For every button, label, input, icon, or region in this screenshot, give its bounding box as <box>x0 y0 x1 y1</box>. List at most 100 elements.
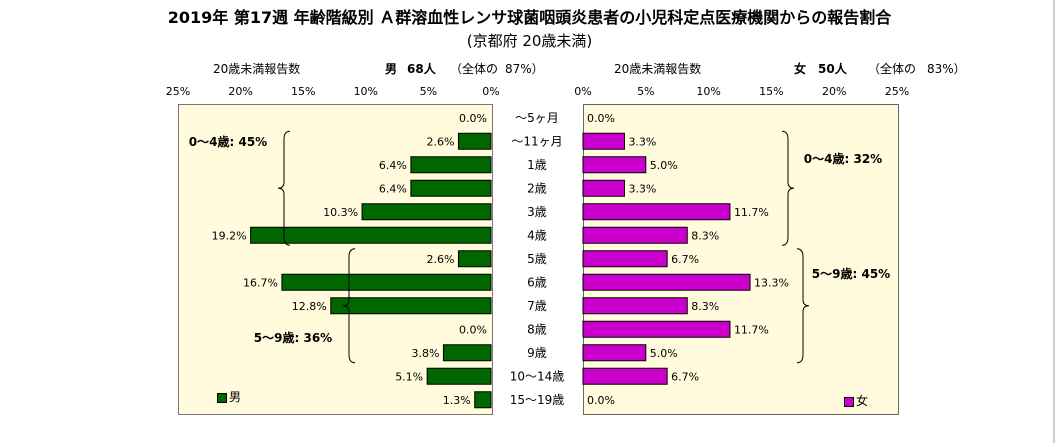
category-label: 1歳 <box>527 158 547 172</box>
male-legend-swatch <box>217 392 227 403</box>
female-bar <box>582 203 731 221</box>
female-data-label: 0.0% <box>587 394 615 407</box>
left-axis-tick: 15% <box>291 85 315 98</box>
male-data-label: 6.4% <box>379 159 407 172</box>
male-bar <box>330 297 492 315</box>
male-bar <box>410 179 492 197</box>
category-label: 8歳 <box>527 322 547 336</box>
female-bar <box>582 320 731 338</box>
right-header-ratio-value: 83%） <box>927 62 966 76</box>
male-5-9-annotation: 5～9歳: 36% <box>254 330 332 345</box>
left-header-ratio-value: 87%） <box>505 62 544 76</box>
right-axis-tick: 0% <box>574 85 591 98</box>
male-data-label: 6.4% <box>379 182 407 195</box>
right-axis-tick: 25% <box>885 85 909 98</box>
male-bar <box>457 250 492 268</box>
female-data-label: 11.7% <box>734 323 769 336</box>
male-bar <box>474 391 492 409</box>
male-bar <box>250 226 492 244</box>
left-axis-tick: 5% <box>420 85 437 98</box>
female-0-4-annotation: 0～4歳: 32% <box>804 151 882 166</box>
category-label: 6歳 <box>527 275 547 289</box>
category-label: 5歳 <box>527 252 547 266</box>
category-label: ～11ヶ月 <box>511 134 562 148</box>
female-data-label: 3.3% <box>628 182 656 195</box>
left-axis-tick: 20% <box>228 85 252 98</box>
male-data-label: 12.8% <box>292 300 327 313</box>
male-data-label: 16.7% <box>243 276 278 289</box>
female-data-label: 6.7% <box>671 253 699 266</box>
category-label: 10～14歳 <box>510 369 565 383</box>
left-axis-tick: 10% <box>354 85 378 98</box>
male-data-label: 10.3% <box>323 206 358 219</box>
male-0-4-brace <box>277 130 291 246</box>
left-axis-tick: 0% <box>482 85 499 98</box>
male-bar <box>426 367 492 385</box>
female-bar <box>582 344 647 362</box>
chart-subtitle: (京都府 20歳未満) <box>466 32 593 50</box>
male-data-label: 0.0% <box>459 112 487 125</box>
female-bar <box>582 273 751 291</box>
right-axis-tick: 15% <box>759 85 783 98</box>
male-plot-area <box>178 104 493 415</box>
female-bar <box>582 297 688 315</box>
female-data-label: 13.3% <box>754 276 789 289</box>
female-data-label: 11.7% <box>734 206 769 219</box>
female-bar <box>582 179 625 197</box>
female-5-9-annotation: 5～9歳: 45% <box>812 266 890 281</box>
left-header-label: 20歳未満報告数 <box>213 62 301 76</box>
right-axis-tick: 20% <box>822 85 846 98</box>
category-label: ～5ヶ月 <box>515 111 559 125</box>
right-axis-tick: 5% <box>637 85 654 98</box>
category-label: 4歳 <box>527 228 547 242</box>
male-bar <box>410 156 492 174</box>
male-0-4-annotation: 0～4歳: 45% <box>189 134 267 149</box>
female-data-label: 5.0% <box>650 347 678 360</box>
male-bar <box>361 203 492 221</box>
category-label: 15～19歳 <box>510 393 565 407</box>
right-header-label: 20歳未満報告数 <box>614 62 702 76</box>
category-label: 2歳 <box>527 181 547 195</box>
male-data-label: 5.1% <box>395 370 423 383</box>
male-data-label: 19.2% <box>212 229 247 242</box>
male-data-label: 1.3% <box>443 394 471 407</box>
female-data-label: 5.0% <box>650 159 678 172</box>
female-data-label: 8.3% <box>691 300 719 313</box>
female-legend-swatch <box>844 396 854 407</box>
female-data-label: 6.7% <box>671 370 699 383</box>
male-data-label: 3.8% <box>411 347 439 360</box>
female-bar <box>582 367 668 385</box>
left-header-ratio-prefix: （全体の <box>450 62 499 76</box>
female-0-4-brace <box>781 130 795 246</box>
male-data-label: 2.6% <box>426 135 454 148</box>
male-data-label: 0.0% <box>459 323 487 336</box>
female-bar <box>582 156 647 174</box>
female-5-9-brace <box>796 248 810 364</box>
left-header-count: 68人 <box>407 62 436 76</box>
right-header-count: 50人 <box>818 62 847 76</box>
male-data-label: 2.6% <box>426 253 454 266</box>
category-label: 7歳 <box>527 299 547 313</box>
female-data-label: 3.3% <box>628 135 656 148</box>
male-legend: 男 <box>217 388 241 405</box>
category-label: 3歳 <box>527 205 547 219</box>
left-axis-tick: 25% <box>166 85 190 98</box>
male-bar <box>442 344 492 362</box>
chart-title: 2019年 第17週 年齢階級別 Ａ群溶血性レンサ球菌咽頭炎患者の小児科定点医療… <box>167 8 892 27</box>
female-legend-label: 女 <box>856 394 869 408</box>
right-header-sex: 女 <box>794 62 807 76</box>
male-5-9-brace <box>342 248 356 364</box>
female-bar <box>582 132 625 150</box>
male-bar <box>457 132 492 150</box>
female-data-label: 8.3% <box>691 229 719 242</box>
right-axis-tick: 10% <box>696 85 720 98</box>
female-bar <box>582 226 688 244</box>
category-label: 9歳 <box>527 346 547 360</box>
female-bar <box>582 250 668 268</box>
female-legend: 女 <box>844 392 868 409</box>
male-bar <box>281 273 492 291</box>
right-header-ratio-prefix: （全体の <box>868 62 917 76</box>
left-header-sex: 男 <box>385 62 398 76</box>
male-legend-label: 男 <box>229 390 242 404</box>
